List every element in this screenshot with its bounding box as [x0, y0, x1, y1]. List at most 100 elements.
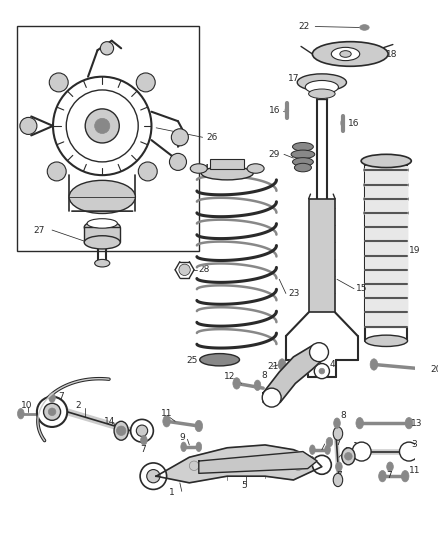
Ellipse shape	[254, 380, 261, 391]
Text: 6: 6	[344, 447, 350, 456]
Circle shape	[140, 463, 166, 489]
Ellipse shape	[379, 471, 386, 482]
Polygon shape	[156, 445, 322, 483]
Circle shape	[189, 461, 199, 471]
Ellipse shape	[342, 448, 355, 465]
Ellipse shape	[294, 163, 311, 172]
Circle shape	[37, 397, 67, 427]
Ellipse shape	[291, 150, 315, 159]
Bar	[17, 26, 199, 251]
Ellipse shape	[310, 445, 315, 455]
Text: 16: 16	[269, 106, 280, 115]
Ellipse shape	[95, 260, 110, 267]
Text: 10: 10	[21, 401, 32, 410]
Text: 7: 7	[335, 438, 341, 447]
Bar	[309, 199, 335, 312]
Circle shape	[352, 442, 371, 461]
Text: 12: 12	[224, 372, 236, 381]
Text: 19: 19	[409, 246, 420, 255]
Circle shape	[227, 461, 237, 471]
Ellipse shape	[365, 335, 407, 346]
Text: 22: 22	[298, 22, 309, 31]
Ellipse shape	[195, 421, 203, 432]
Text: 26: 26	[206, 133, 218, 142]
Text: 3: 3	[411, 440, 417, 449]
Ellipse shape	[49, 393, 55, 402]
Circle shape	[48, 408, 56, 416]
Polygon shape	[199, 451, 317, 473]
Circle shape	[85, 109, 119, 143]
Ellipse shape	[360, 25, 369, 30]
Text: 29: 29	[269, 150, 280, 159]
Text: 16: 16	[348, 118, 360, 127]
Text: 9: 9	[180, 433, 186, 442]
Ellipse shape	[84, 236, 120, 249]
Ellipse shape	[336, 462, 342, 472]
Text: 14: 14	[353, 442, 364, 451]
Ellipse shape	[285, 107, 289, 115]
Text: 11: 11	[409, 466, 420, 475]
Ellipse shape	[401, 471, 409, 482]
Polygon shape	[263, 345, 325, 402]
Text: 20: 20	[431, 365, 438, 374]
Circle shape	[179, 264, 190, 276]
Circle shape	[262, 388, 281, 407]
Ellipse shape	[181, 442, 187, 451]
Ellipse shape	[293, 142, 313, 151]
Ellipse shape	[196, 442, 201, 451]
Circle shape	[131, 419, 153, 442]
Circle shape	[319, 368, 325, 374]
Ellipse shape	[163, 416, 170, 427]
Ellipse shape	[333, 473, 343, 487]
Ellipse shape	[340, 51, 351, 57]
Ellipse shape	[114, 421, 128, 440]
Ellipse shape	[370, 359, 378, 370]
Text: 8: 8	[261, 372, 267, 381]
Text: 2: 2	[76, 401, 81, 410]
Circle shape	[49, 73, 68, 92]
Circle shape	[95, 118, 110, 133]
Text: 25: 25	[187, 356, 198, 365]
Ellipse shape	[297, 74, 346, 91]
Text: 17: 17	[288, 74, 299, 83]
Text: 18: 18	[386, 51, 398, 59]
Text: 4: 4	[329, 360, 335, 369]
Circle shape	[43, 403, 60, 421]
Ellipse shape	[405, 417, 413, 429]
Circle shape	[171, 129, 188, 146]
Ellipse shape	[305, 80, 339, 94]
Ellipse shape	[331, 47, 360, 61]
Circle shape	[136, 73, 155, 92]
Ellipse shape	[18, 408, 24, 419]
Ellipse shape	[201, 167, 253, 180]
Text: 14: 14	[104, 417, 116, 426]
Text: 7: 7	[140, 445, 146, 454]
Ellipse shape	[341, 119, 345, 127]
Ellipse shape	[200, 353, 240, 366]
Text: 24: 24	[199, 164, 210, 173]
Circle shape	[117, 426, 126, 435]
Ellipse shape	[84, 221, 120, 234]
Ellipse shape	[312, 42, 388, 66]
Ellipse shape	[87, 219, 117, 228]
Text: 1: 1	[169, 488, 174, 497]
Bar	[84, 227, 120, 243]
Circle shape	[20, 117, 37, 134]
Text: 11: 11	[161, 409, 173, 418]
Circle shape	[399, 442, 418, 461]
Ellipse shape	[247, 164, 264, 173]
Ellipse shape	[141, 435, 147, 445]
Ellipse shape	[333, 427, 343, 440]
Text: 27: 27	[33, 225, 45, 235]
Circle shape	[312, 455, 331, 474]
Ellipse shape	[309, 89, 335, 99]
Text: 9: 9	[327, 438, 332, 447]
Circle shape	[136, 425, 148, 437]
Text: 7: 7	[386, 471, 392, 480]
Text: 23: 23	[289, 289, 300, 298]
Circle shape	[265, 461, 275, 471]
Bar	[365, 166, 408, 327]
Text: 21: 21	[267, 362, 278, 371]
Circle shape	[345, 453, 352, 460]
Ellipse shape	[293, 158, 313, 166]
